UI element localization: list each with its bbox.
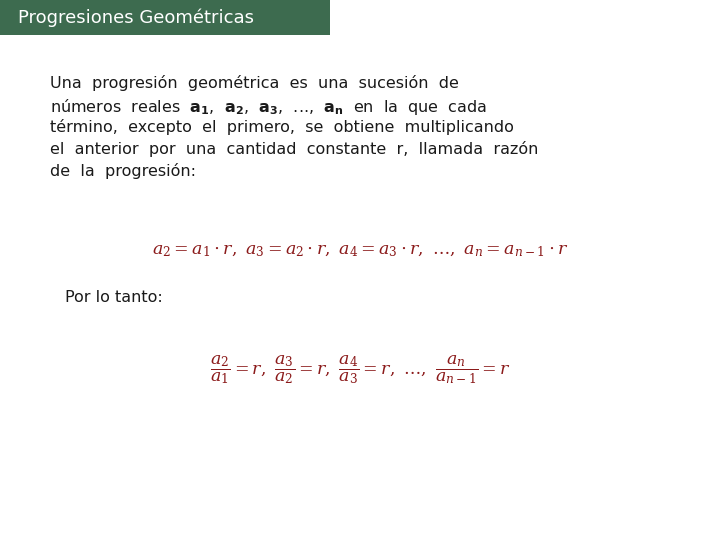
FancyBboxPatch shape bbox=[0, 0, 330, 35]
Text: Por lo tanto:: Por lo tanto: bbox=[65, 290, 163, 305]
Text: Una  progresión  geométrica  es  una  sucesión  de: Una progresión geométrica es una sucesió… bbox=[50, 75, 459, 91]
Text: $a_2 = a_1 \cdot r,\ a_3 = a_2 \cdot r,\ a_4 = a_3 \cdot r,\ \ldots,\ a_n = a_{n: $a_2 = a_1 \cdot r,\ a_3 = a_2 \cdot r,\… bbox=[152, 241, 568, 259]
Text: números  reales  $\mathbf{a_1}$,  $\mathbf{a_2}$,  $\mathbf{a_3}$,  ...,  $\math: números reales $\mathbf{a_1}$, $\mathbf{… bbox=[50, 97, 487, 117]
Text: Progresiones Geométricas: Progresiones Geométricas bbox=[18, 9, 254, 27]
Text: el  anterior  por  una  cantidad  constante  r,  llamada  razón: el anterior por una cantidad constante r… bbox=[50, 141, 539, 157]
Text: de  la  progresión:: de la progresión: bbox=[50, 163, 196, 179]
Text: término,  excepto  el  primero,  se  obtiene  multiplicando: término, excepto el primero, se obtiene … bbox=[50, 119, 514, 135]
Text: $\dfrac{a_2}{a_1} = r,\ \dfrac{a_3}{a_2} = r,\ \dfrac{a_4}{a_3} = r,\ \ldots,\ \: $\dfrac{a_2}{a_1} = r,\ \dfrac{a_3}{a_2}… bbox=[210, 354, 510, 387]
